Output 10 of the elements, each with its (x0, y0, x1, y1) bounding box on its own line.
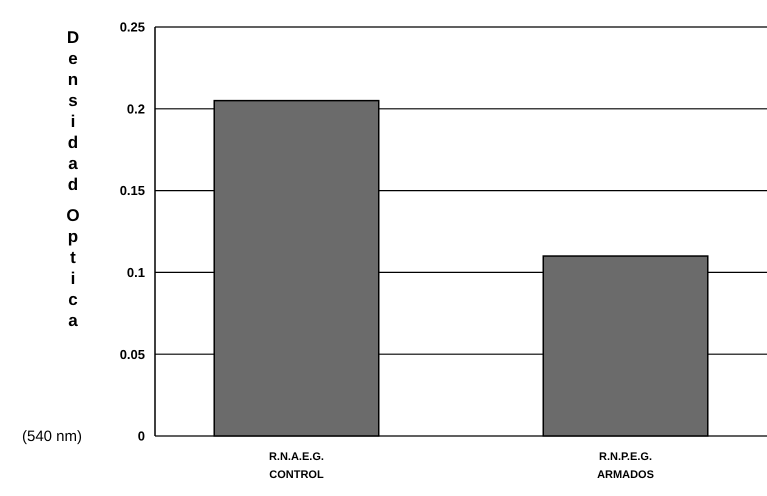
y-tick-label: 0.05 (120, 346, 145, 362)
y-tick-label: 0.1 (126, 264, 145, 280)
text: (540 nm) (22, 428, 82, 445)
y-tick-label: 0.25 (120, 20, 145, 35)
y-tick-label: 0.2 (126, 101, 145, 116)
x-tick-label: R.N.P.E.G. ARMADOS (597, 451, 654, 481)
y-tick-label: 0 (138, 428, 145, 444)
x-tick-label: R.N.A.E.G. CONTROL (268, 451, 324, 481)
y-tick-label: 0.15 (120, 183, 145, 198)
text: Densidad Optica (66, 28, 80, 330)
